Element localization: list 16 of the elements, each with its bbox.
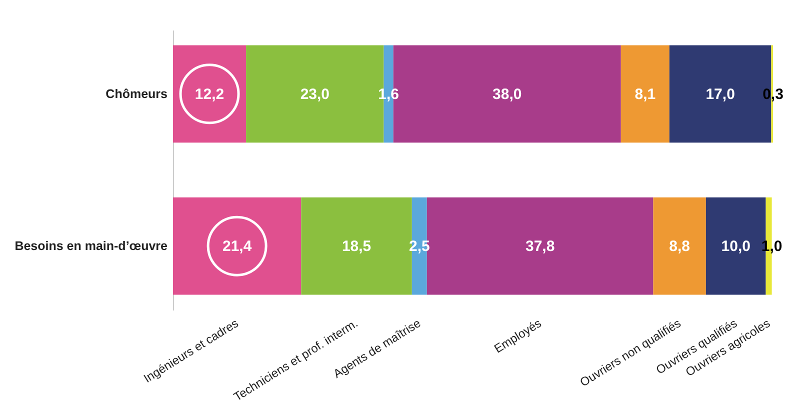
data-label: 10,0 xyxy=(721,238,750,256)
bar xyxy=(653,197,706,295)
data-label: 18,5 xyxy=(342,238,372,256)
data-label: 12,2 xyxy=(194,86,224,103)
data-label: 17,0 xyxy=(706,86,735,103)
data-label: 37,8 xyxy=(525,238,555,256)
y-tick-label: Chômeurs xyxy=(106,86,168,101)
data-label: 38,0 xyxy=(492,86,522,103)
data-label: 23,0 xyxy=(300,86,330,103)
data-label: 8,1 xyxy=(634,86,656,103)
bar xyxy=(620,45,670,143)
data-label: 8,8 xyxy=(669,238,690,256)
data-label: 21,4 xyxy=(222,238,252,256)
bar xyxy=(173,45,246,143)
bar xyxy=(173,197,302,295)
y-tick-label: Besoins en main-d’œuvre xyxy=(14,239,168,254)
